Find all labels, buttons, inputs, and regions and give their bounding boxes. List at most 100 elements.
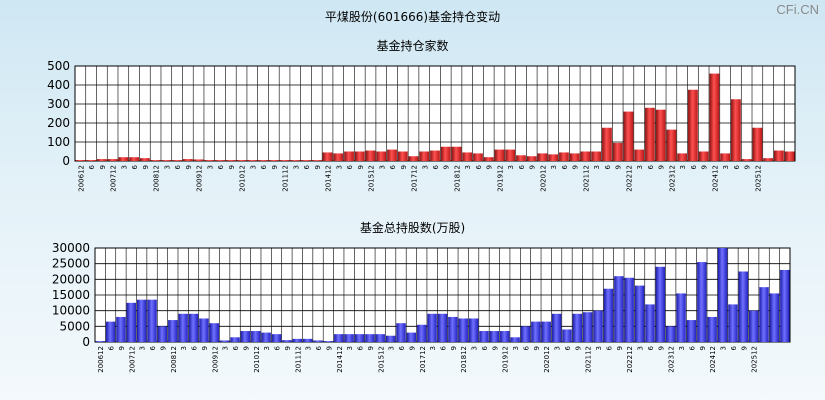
chart2-x-tick-label: 200912: [211, 346, 219, 373]
chart2-x-tick-label: 6: [149, 345, 157, 350]
chart2-x-tick-label: 6: [440, 345, 448, 350]
chart1-x-tick-label: 9: [271, 165, 279, 169]
chart1-bar: [225, 160, 236, 161]
chart2-y-tick-label: 5000: [59, 319, 90, 333]
chart1-x-tick-label: 9: [314, 165, 322, 169]
chart1-bar: [301, 160, 311, 161]
chart2-bar: [624, 277, 634, 342]
chart2-bar: [282, 340, 292, 342]
chart1-bar: [236, 160, 247, 161]
chart1-bar: [365, 150, 376, 161]
chart2-bar: [344, 334, 354, 342]
chart2-y-tick-label: 15000: [52, 288, 90, 302]
chart2-bar: [634, 285, 645, 342]
chart2-x-tick-label: 202112: [585, 346, 593, 373]
chart1-bar: [741, 159, 752, 161]
chart2-bar: [105, 321, 116, 342]
chart1-bar: [311, 160, 322, 161]
chart2-bar: [178, 313, 188, 342]
chart2-x-tick-label: 6: [274, 345, 282, 350]
chart2-x-tick-label: 201012: [253, 346, 261, 373]
chart2-x-tick-label: 9: [533, 346, 541, 350]
chart2-x-tick-label: 202512: [751, 346, 759, 373]
chart1-x-tick-label: 202012: [539, 165, 547, 192]
chart2-x-tick-label: 3: [512, 346, 520, 350]
chart2-x-tick-label: 3: [471, 346, 479, 350]
chart1-bar: [720, 153, 731, 161]
chart2-y-tick-label: 25000: [52, 257, 90, 271]
chart1-x-tick-label: 9: [142, 165, 150, 169]
chart1-bar: [204, 160, 215, 161]
page-title: 平煤股份(601666)基金持仓变动: [324, 10, 501, 24]
chart2-bar: [334, 334, 344, 342]
chart1-x-tick-label: 3: [421, 165, 429, 169]
chart1-bar: [688, 89, 698, 161]
chart1-x-tick-label: 200612: [77, 165, 85, 192]
chart2-bar: [168, 320, 178, 342]
chart1-x-tick-label: 9: [228, 165, 236, 169]
chart2-x-tick-label: 3: [388, 346, 396, 350]
chart1-bar: [709, 73, 720, 161]
chart1-bar: [784, 151, 795, 161]
chart2-bar: [520, 326, 531, 342]
chart2-bar: [157, 326, 168, 342]
chart2-bar: [251, 331, 261, 342]
chart1-bar: [397, 151, 408, 161]
chart1-x-tick-label: 6: [432, 164, 440, 169]
chart2-bar: [427, 313, 437, 342]
chart2-bar: [354, 334, 365, 342]
chart1-bar: [344, 151, 354, 161]
chart2-bar: [188, 313, 199, 342]
chart1-x-tick-label: 3: [163, 165, 171, 169]
chart1-x-tick-label: 202512: [754, 165, 762, 192]
chart2-x-tick-label: 6: [191, 345, 199, 350]
chart2-bar: [323, 341, 334, 342]
chart2-bar: [510, 337, 520, 342]
chart1-bar: [150, 160, 161, 161]
chart2-bar: [759, 287, 769, 342]
chart1-y-tick-label: 500: [47, 59, 70, 73]
chart1-bar: [752, 127, 763, 161]
chart1-bar: [75, 160, 86, 161]
chart1-y-tick-label: 0: [62, 154, 70, 168]
chart1-x-tick-label: 3: [378, 165, 386, 169]
chart1-x-tick-label: 3: [550, 165, 558, 169]
chart1-y-tick-label: 400: [47, 78, 70, 92]
chart1-bar: [419, 151, 430, 161]
chart1-bar: [258, 160, 268, 161]
chart2-bar: [385, 335, 396, 342]
chart2-y-tick-label: 0: [82, 335, 90, 349]
chart2-bar: [697, 262, 707, 342]
chart1-bar: [172, 160, 182, 161]
chart2-x-tick-label: 3: [222, 346, 230, 350]
chart1-x-tick-label: 6: [88, 164, 96, 169]
chart2-x-tick-label: 3: [554, 346, 562, 350]
chart2-x-tick-label: 9: [657, 346, 665, 350]
chart2-bar: [717, 248, 728, 342]
chart2-x-tick-label: 6: [730, 345, 738, 350]
chart1-bar: [376, 151, 387, 161]
chart1-bar: [247, 160, 258, 161]
chart2-x-tick-label: 201112: [294, 346, 302, 373]
chart1-bar: [526, 156, 537, 161]
chart2-bar: [551, 313, 562, 342]
chart2-bar: [655, 266, 666, 342]
chart2-x-tick-label: 6: [688, 345, 696, 350]
chart1-x-tick-label: 9: [701, 165, 709, 169]
chart2-x-tick-label: 9: [242, 346, 250, 350]
chart1-x-tick-label: 6: [217, 164, 225, 169]
chart2-x-tick-label: 6: [398, 345, 406, 350]
chart2-bar: [645, 304, 655, 342]
chart2-bar: [147, 299, 157, 342]
chart1-plot-area: [74, 65, 796, 162]
chart2-y-tick-label: 30000: [52, 241, 90, 255]
chart1-bar: [612, 142, 623, 161]
chart2-bar: [531, 321, 541, 342]
chart2-x-tick-label: 9: [367, 346, 375, 350]
chart1-x-tick-label: 3: [464, 165, 472, 169]
chart2-bar: [261, 332, 271, 342]
chart1-bar: [774, 150, 784, 161]
chart1-x-tick-label: 201812: [453, 165, 461, 192]
chart1-bar: [591, 151, 602, 161]
chart2-x-tick-label: 9: [118, 346, 126, 350]
